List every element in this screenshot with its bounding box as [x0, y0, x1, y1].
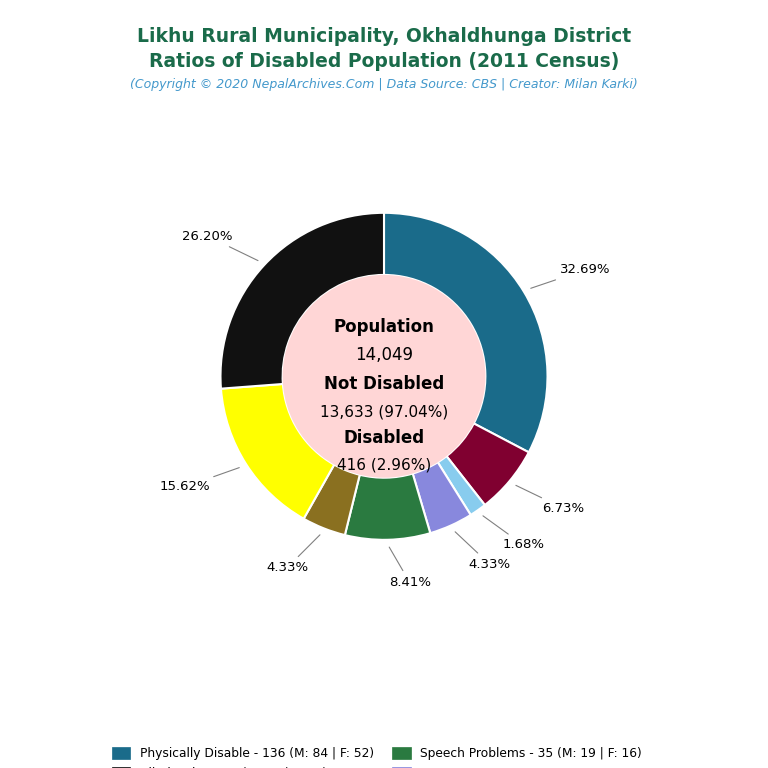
Text: 4.33%: 4.33% [455, 531, 511, 571]
Legend: Physically Disable - 136 (M: 84 | F: 52), Blind Only - 109 (M: 51 | F: 58), Deaf: Physically Disable - 136 (M: 84 | F: 52)… [106, 740, 662, 768]
Wedge shape [384, 213, 548, 452]
Text: 8.41%: 8.41% [389, 547, 431, 589]
Text: 1.68%: 1.68% [483, 516, 545, 551]
Wedge shape [412, 462, 471, 533]
Wedge shape [345, 474, 430, 540]
Text: Likhu Rural Municipality, Okhaldhunga District: Likhu Rural Municipality, Okhaldhunga Di… [137, 27, 631, 46]
Wedge shape [446, 423, 529, 505]
Text: Population: Population [333, 318, 435, 336]
Wedge shape [438, 456, 485, 515]
Text: 15.62%: 15.62% [160, 468, 240, 493]
Text: 32.69%: 32.69% [531, 263, 611, 288]
Text: 4.33%: 4.33% [266, 535, 320, 574]
Text: Disabled: Disabled [343, 429, 425, 448]
Wedge shape [221, 384, 334, 518]
Text: Ratios of Disabled Population (2011 Census): Ratios of Disabled Population (2011 Cens… [149, 52, 619, 71]
Wedge shape [220, 213, 384, 389]
Text: (Copyright © 2020 NepalArchives.Com | Data Source: CBS | Creator: Milan Karki): (Copyright © 2020 NepalArchives.Com | Da… [130, 78, 638, 91]
Wedge shape [303, 465, 359, 535]
Text: 6.73%: 6.73% [516, 485, 584, 515]
Text: Not Disabled: Not Disabled [324, 376, 444, 393]
Circle shape [283, 275, 485, 478]
Text: 26.20%: 26.20% [183, 230, 258, 260]
Text: 14,049: 14,049 [355, 346, 413, 364]
Text: 13,633 (97.04%): 13,633 (97.04%) [320, 405, 448, 420]
Text: 416 (2.96%): 416 (2.96%) [337, 457, 431, 472]
